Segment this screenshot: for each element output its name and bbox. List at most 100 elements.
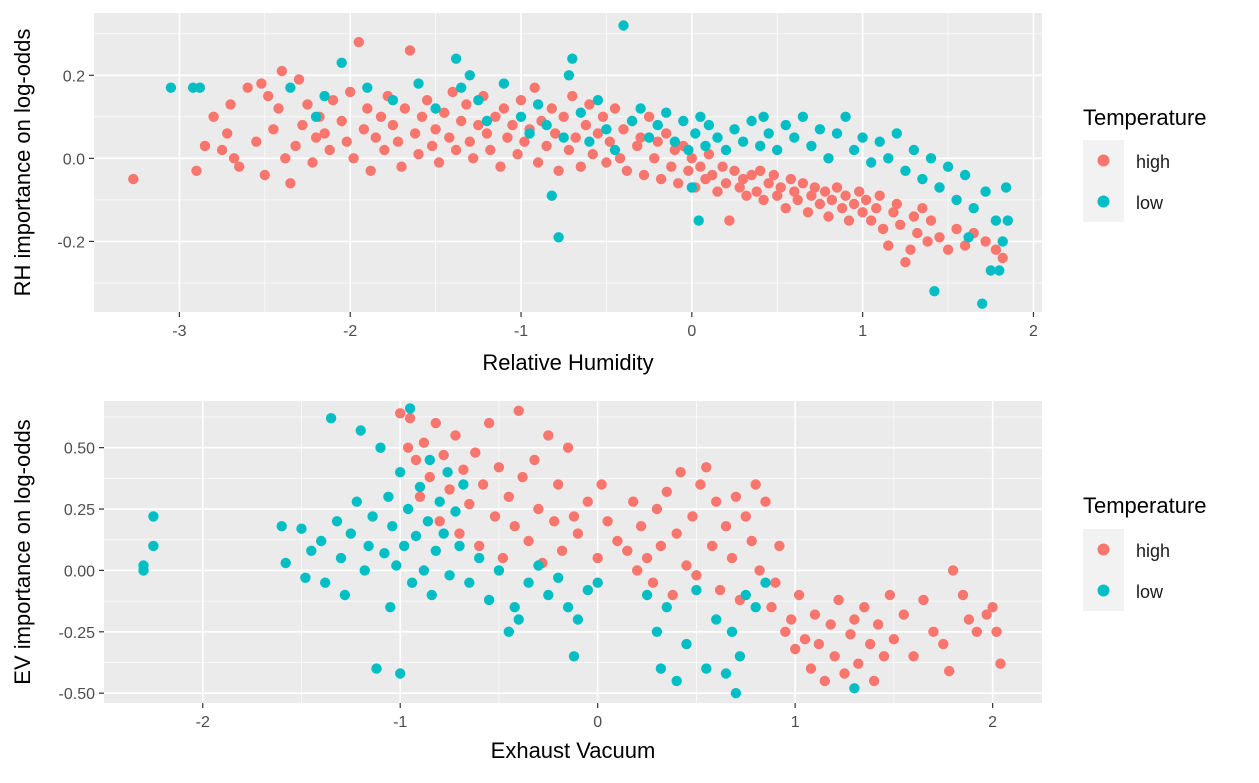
data-point-low [900,165,911,176]
data-point-low [849,683,860,694]
legend-key-high [1097,543,1110,556]
data-point-high [242,82,253,93]
data-point-high [413,149,424,160]
data-point-high [857,207,868,218]
data-point-high [763,178,774,189]
data-point-high [273,103,284,114]
data-point-low [661,602,672,613]
data-point-high [963,614,975,625]
data-point-high [513,405,524,416]
data-point-high [444,484,455,495]
data-point-high [938,638,949,650]
axis-ticks: -2 -1 0 1 2 -0.50 -0.25 0.00 0.25 0.50 [59,441,998,731]
data-point-high [285,178,296,189]
data-point-high [900,257,911,268]
data-point-high [997,252,1008,264]
data-point-high [837,203,848,214]
data-point-high [495,161,506,172]
data-point-high [580,119,592,131]
data-point-low [737,136,749,147]
data-point-high [324,144,335,156]
data-point-high [661,486,672,497]
x-tick-label: 1 [858,323,867,340]
data-point-high [553,479,564,490]
data-point-low [567,53,578,64]
data-point-high [655,540,667,552]
data-point-high [980,236,991,247]
data-point-high [793,589,805,601]
data-point-low [643,132,655,143]
data-point-high [489,511,501,522]
data-point-low [985,265,996,276]
data-point-high [895,219,906,230]
legend: Temperature high low [1083,105,1207,222]
data-point-low [626,115,638,127]
data-point-high [597,111,609,123]
data-point-low [276,521,287,532]
data-point-low [760,577,771,588]
data-point-low [481,115,493,127]
data-point-high [819,675,830,687]
data-point-high [854,186,865,197]
data-point-high [813,638,825,650]
data-point-high [470,447,481,458]
data-point-low [414,481,426,493]
data-point-high [785,173,797,185]
data-point-low [319,90,330,102]
data-point-high [643,111,655,123]
x-axis-title: Relative Humidity [482,350,653,375]
data-point-high [280,153,291,164]
data-point-high [387,119,399,131]
data-point-low [296,523,307,534]
data-point-high [618,124,629,135]
data-point-low [546,190,557,201]
data-point-high [959,240,971,251]
data-point-low [148,540,159,552]
data-point-low [734,651,746,662]
data-point-low [814,124,826,135]
data-point-high [497,552,509,564]
data-point-high [458,464,469,475]
data-point-low [568,651,580,662]
data-point-high [883,240,894,251]
data-point-high [379,144,390,156]
data-point-high [632,565,643,576]
data-point-low [285,82,296,93]
data-point-high [553,165,564,176]
points [128,20,1013,309]
data-point-low [541,119,552,131]
data-point-low [780,119,791,131]
data-point-low [456,82,467,93]
data-point-low [553,232,564,243]
data-point-high [529,454,540,466]
data-point-high [477,479,489,490]
data-point-high [695,479,706,490]
data-point-high [609,103,621,114]
data-point-high [404,45,416,56]
data-point-low [592,577,603,588]
data-point-high [809,182,820,193]
data-point-low [575,107,586,118]
data-point-low [661,107,672,118]
data-point-high [392,136,404,147]
data-point-low [740,589,751,601]
data-point-high [843,215,855,226]
data-point-high [310,132,322,143]
data-point-high [584,99,595,110]
data-point-low [655,663,667,674]
data-point-high [592,552,603,564]
data-point-high [558,111,569,123]
data-point-high [234,161,245,172]
y-tick-label: -0.2 [57,234,85,251]
data-point-high [572,528,584,539]
data-point-high [755,165,766,176]
data-point-low [424,454,435,466]
data-point-high [760,496,771,507]
data-point-low [729,124,740,135]
data-point-high [439,107,450,118]
data-point-low [148,511,159,522]
data-point-low [316,535,327,547]
data-point-low [379,548,390,559]
y-tick-label: 0.2 [63,68,85,85]
